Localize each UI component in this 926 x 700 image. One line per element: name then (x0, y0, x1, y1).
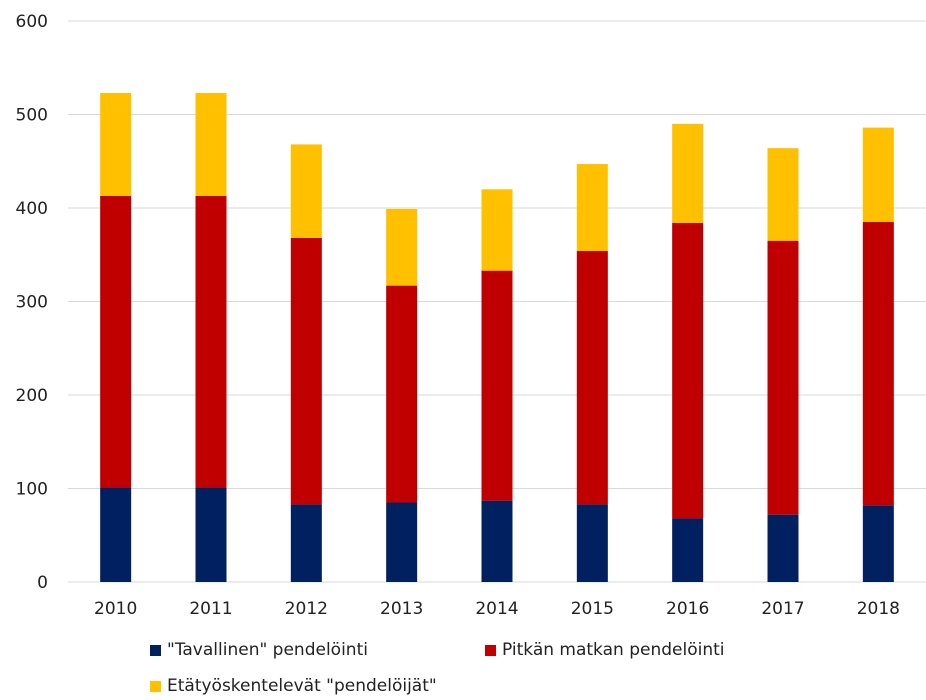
x-tick-label-2014: 2014 (475, 599, 518, 619)
bar-2012-series-2 (290, 144, 322, 238)
bar-2015-series-1 (576, 251, 608, 505)
bar-2016-series-0 (672, 518, 704, 582)
bar-2018-series-2 (862, 127, 894, 223)
x-tick-label-2011: 2011 (189, 599, 232, 619)
x-tick-label-2013: 2013 (380, 599, 423, 619)
bar-2013-series-0 (386, 502, 418, 582)
legend-swatch-pitkan-matkan (485, 644, 496, 656)
bar-2011-series-2 (195, 92, 227, 196)
bar-2013-series-1 (386, 285, 418, 503)
bar-2015-series-2 (576, 164, 608, 252)
bar-2011-series-0 (195, 487, 227, 582)
bar-2010-series-0 (100, 487, 132, 582)
legend-label-etatyoskentelevat: Etätyöskentelevät "pendelöijät" (167, 676, 437, 696)
y-tick-label-200: 200 (16, 386, 48, 406)
legend-label-tavallinen: "Tavallinen" pendelöinti (167, 640, 368, 660)
bar-2012-series-0 (290, 504, 322, 582)
bar-2010-series-2 (100, 92, 132, 196)
stacked-bar-chart: 0 100 200 300 400 500 600 2010 2011 2012 2013 2014… (16, 12, 926, 619)
legend: "Tavallinen" pendelöinti Pitkän matkan p… (0, 630, 926, 700)
legend-label-pitkan-matkan: Pitkän matkan pendelöinti (502, 640, 725, 660)
bar-2018-series-1 (862, 222, 894, 506)
bar-2013-series-2 (386, 208, 418, 286)
y-tick-label-600: 600 (16, 12, 48, 32)
x-tick-label-2016: 2016 (666, 599, 709, 619)
bar-2018-series-0 (862, 505, 894, 582)
y-tick-label-500: 500 (16, 106, 48, 126)
bar-2011-series-1 (195, 195, 227, 488)
bar-2012-series-1 (290, 237, 322, 505)
legend-item-etatyoskentelevat: Etätyöskentelevät "pendelöijät" (150, 676, 437, 696)
y-tick-label-400: 400 (16, 199, 48, 219)
legend-item-tavallinen: "Tavallinen" pendelöinti (150, 640, 368, 660)
x-tick-label-2018: 2018 (857, 599, 900, 619)
x-tick-label-2012: 2012 (285, 599, 328, 619)
bar-2014-series-1 (481, 270, 513, 501)
legend-swatch-tavallinen (150, 644, 161, 656)
bar-2010-series-1 (100, 195, 132, 488)
bar-2015-series-0 (576, 504, 608, 582)
y-tick-label-300: 300 (16, 293, 48, 313)
x-tick-label-2010: 2010 (94, 599, 137, 619)
y-tick-label-100: 100 (16, 480, 48, 500)
bar-2016-series-1 (672, 222, 704, 519)
x-tick-label-2017: 2017 (761, 599, 804, 619)
y-axis-tick-labels: 0 100 200 300 400 500 600 (16, 12, 48, 593)
legend-swatch-etatyoskentelevat (150, 680, 161, 692)
bar-2014-series-2 (481, 189, 513, 271)
bar-2017-series-1 (767, 240, 799, 515)
bar-2017-series-0 (767, 514, 799, 582)
x-axis-tick-labels: 2010 2011 2012 2013 2014 2015 2016 2017 2018 (94, 599, 900, 619)
bar-2014-series-0 (481, 500, 513, 582)
bar-2016-series-2 (672, 123, 704, 223)
x-tick-label-2015: 2015 (571, 599, 614, 619)
bar-2017-series-2 (767, 148, 799, 241)
legend-item-pitkan-matkan: Pitkän matkan pendelöinti (485, 640, 724, 660)
y-tick-label-0: 0 (37, 573, 48, 593)
bars (100, 92, 894, 582)
